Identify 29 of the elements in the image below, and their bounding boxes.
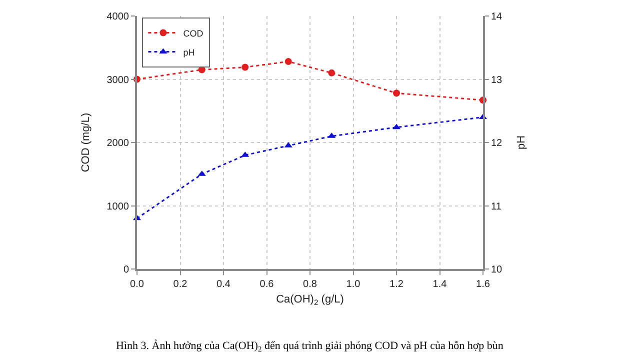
y2-tick-label: 14 [491, 12, 503, 22]
x-tick-label: 1.6 [476, 279, 490, 290]
point [393, 90, 400, 97]
y-tick-label: 1000 [106, 201, 130, 212]
legend-label: COD [183, 28, 204, 38]
y2-axis-title: pH [515, 135, 528, 150]
y-axis-title: COD (mg/L) [80, 112, 92, 172]
y2-tick-label: 11 [491, 201, 502, 212]
legend-label: pH [183, 47, 195, 58]
y2-tick-label: 12 [491, 138, 503, 149]
x-tick-label: 0.0 [130, 279, 144, 290]
y-tick-label: 2000 [106, 138, 130, 149]
x-tick-label: 0.2 [173, 279, 188, 290]
y2-tick-label: 13 [491, 74, 503, 86]
point [284, 58, 292, 66]
x-tick-label: 0.8 [303, 279, 318, 290]
y-tick-label: 4000 [106, 12, 130, 22]
x-axis-title: Ca(OH)$_{2}$ (g/L) [276, 294, 344, 308]
y-tick-label: 3000 [106, 74, 130, 86]
x-tick-label: 1.2 [390, 279, 404, 290]
x-tick-label: 0.4 [216, 279, 231, 290]
text: Hình 3. Ảnh hưởng của Ca(OH)$_{2}$ đến quá trình giải phóng COD và pH của hỗn hợp bùn [116, 339, 504, 354]
x-tick-label: 1.4 [432, 279, 448, 290]
y-tick-label: 0 [123, 264, 130, 276]
x-tick-label: 1.0 [346, 279, 361, 290]
point [242, 64, 249, 71]
point [328, 69, 336, 76]
x-tick-label: 0.6 [260, 279, 274, 290]
y2-tick-label: 10 [491, 264, 503, 276]
